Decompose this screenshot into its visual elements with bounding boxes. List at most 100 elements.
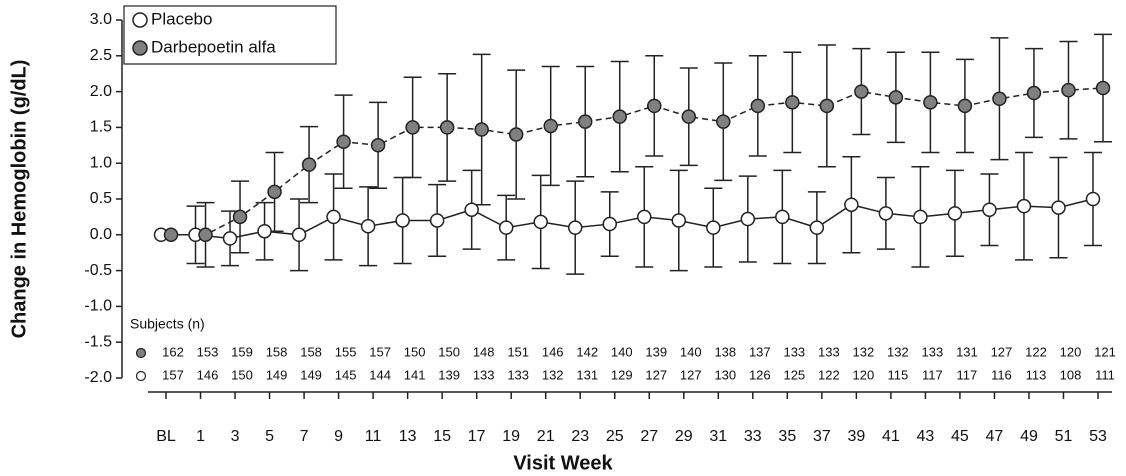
subjects-count: 145 xyxy=(335,367,357,382)
subjects-count: 133 xyxy=(473,367,495,382)
subjects-count: 140 xyxy=(611,344,633,359)
subjects-count: 127 xyxy=(991,344,1013,359)
subjects-count: 149 xyxy=(266,367,288,382)
point xyxy=(370,138,386,153)
subjects-count: 150 xyxy=(438,344,460,359)
subjects-count: 127 xyxy=(680,367,702,382)
point xyxy=(647,98,662,114)
subjects-count: 150 xyxy=(231,367,253,382)
subjects-count: 133 xyxy=(783,344,805,359)
x-tick-label: 53 xyxy=(1089,428,1107,445)
subjects-count: 158 xyxy=(300,344,322,359)
subjects-count: 137 xyxy=(749,344,771,359)
x-tick-label: 25 xyxy=(606,428,624,445)
subjects-count: 115 xyxy=(888,367,909,382)
subjects-count: 155 xyxy=(335,344,357,359)
x-tick-label: 3 xyxy=(231,428,240,445)
point xyxy=(750,98,766,114)
point xyxy=(257,223,272,239)
point xyxy=(498,220,514,235)
series-line xyxy=(161,198,1094,240)
point xyxy=(439,120,455,135)
point xyxy=(326,209,341,225)
legend-box xyxy=(123,5,337,65)
subjects-count: 108 xyxy=(1060,367,1082,382)
point xyxy=(809,220,825,235)
subjects-count: 132 xyxy=(542,367,564,382)
subjects-count: 157 xyxy=(162,367,184,382)
subjects-count: 130 xyxy=(714,367,736,382)
subjects-count: 122 xyxy=(818,367,840,382)
y-tick-label: 2.0 xyxy=(90,83,112,100)
point xyxy=(336,134,351,149)
legend-label: Placebo xyxy=(151,9,212,28)
subjects-count: 132 xyxy=(887,344,909,359)
x-tick-label: 19 xyxy=(502,428,520,445)
y-tick-label: -1.5 xyxy=(84,333,112,350)
subjects-marker xyxy=(135,347,147,359)
x-tick-label: 47 xyxy=(986,428,1004,445)
x-tick-label: 39 xyxy=(847,428,865,445)
point xyxy=(1051,200,1066,215)
subjects-count: 121 xyxy=(1094,344,1116,359)
subjects-count: 153 xyxy=(197,344,219,359)
subjects-count: 116 xyxy=(991,367,1012,382)
x-tick-label: 27 xyxy=(640,428,658,445)
point xyxy=(982,202,997,217)
point xyxy=(1016,198,1032,214)
point xyxy=(671,213,687,228)
point xyxy=(291,227,307,243)
point xyxy=(878,206,894,221)
x-tick-label: 35 xyxy=(778,428,796,445)
point xyxy=(1061,82,1076,98)
subjects-count: 133 xyxy=(507,367,529,382)
point xyxy=(637,209,652,225)
x-tick-label: 15 xyxy=(433,428,451,445)
point xyxy=(923,95,938,110)
x-tick-label: 1 xyxy=(196,428,205,445)
point xyxy=(222,231,238,246)
subjects-count: 120 xyxy=(1060,344,1082,359)
point xyxy=(716,114,731,129)
point xyxy=(1026,85,1042,101)
subjects-count: 131 xyxy=(956,344,978,359)
subjects-marker xyxy=(135,370,147,382)
subjects-count: 149 xyxy=(300,367,322,382)
subjects-count: 151 xyxy=(507,344,529,359)
subjects-count: 146 xyxy=(197,367,219,382)
point xyxy=(464,202,479,217)
point xyxy=(360,218,376,234)
point xyxy=(1095,80,1111,96)
point xyxy=(395,213,410,228)
subjects-count: 157 xyxy=(369,344,391,359)
point xyxy=(992,91,1007,107)
point xyxy=(706,220,721,235)
x-tick-label: 41 xyxy=(882,428,900,445)
x-tick-label: 33 xyxy=(744,428,762,445)
point xyxy=(740,211,756,227)
subjects-count: 142 xyxy=(576,344,598,359)
y-tick-label: 3.0 xyxy=(90,11,112,28)
subjects-count: 148 xyxy=(473,344,495,359)
point xyxy=(602,216,617,232)
point xyxy=(957,98,973,114)
x-tick-label: 51 xyxy=(1055,428,1073,445)
point xyxy=(681,109,697,124)
point xyxy=(775,209,790,225)
subjects-count: 159 xyxy=(231,344,253,359)
point xyxy=(543,118,558,134)
point xyxy=(1085,191,1101,207)
legend-marker xyxy=(132,40,148,56)
x-tick-label: 45 xyxy=(951,428,969,445)
x-tick-label: 49 xyxy=(1020,428,1038,445)
subjects-count: 122 xyxy=(1025,344,1047,359)
subjects-count: 139 xyxy=(438,367,460,382)
point xyxy=(474,122,489,137)
subjects-count: 117 xyxy=(922,367,943,382)
y-tick-label: 0.0 xyxy=(90,226,112,243)
x-tick-label: 17 xyxy=(468,428,486,445)
subjects-count: 139 xyxy=(645,344,667,359)
point xyxy=(405,120,420,135)
